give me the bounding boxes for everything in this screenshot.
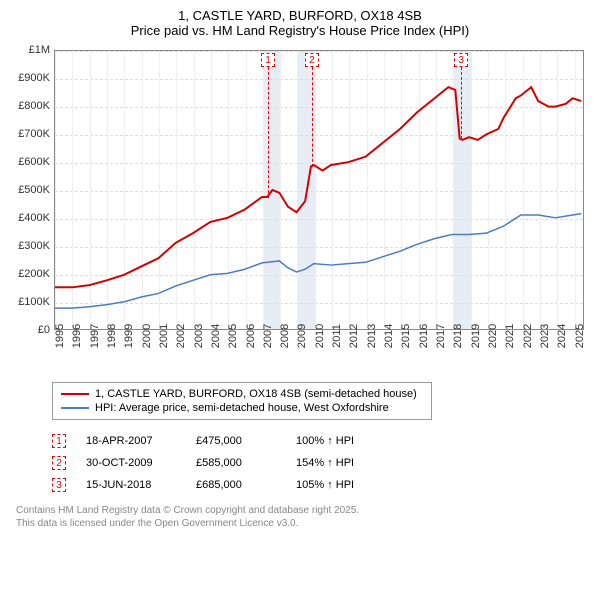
x-tick-label: 2024: [556, 324, 568, 348]
y-tick-label: £900K: [18, 72, 50, 84]
y-tick-label: £800K: [18, 100, 50, 112]
y-tick-label: £100K: [18, 296, 50, 308]
line-svg: [55, 51, 583, 329]
x-tick-label: 1998: [106, 324, 118, 348]
series-line: [55, 214, 581, 309]
x-tick-label: 2004: [210, 324, 222, 348]
series-line: [55, 87, 581, 287]
x-tick-label: 2006: [245, 324, 257, 348]
x-tick-label: 2008: [279, 324, 291, 348]
event-date: 30-OCT-2009: [86, 457, 176, 469]
events-table: 1 18-APR-2007 £475,000 100% ↑ HPI 2 30-OCT-20…: [52, 430, 584, 496]
x-tick-label: 1997: [89, 324, 101, 348]
x-tick-label: 2005: [227, 324, 239, 348]
y-tick-label: £300K: [18, 240, 50, 252]
legend-label: 1, CASTLE YARD, BURFORD, OX18 4SB (semi-…: [95, 388, 417, 400]
x-tick-label: 2021: [504, 324, 516, 348]
y-tick-label: £400K: [18, 212, 50, 224]
legend-swatch: [61, 393, 89, 395]
footer-line-2: This data is licensed under the Open Gov…: [16, 517, 584, 530]
x-axis: 1995199619971998199920002001200220032004…: [54, 332, 584, 376]
x-tick-label: 2015: [400, 324, 412, 348]
title-block: 1, CASTLE YARD, BURFORD, OX18 4SB Price …: [8, 8, 592, 38]
plot-region: 123: [54, 50, 584, 330]
event-pct: 100% ↑ HPI: [296, 435, 354, 447]
x-tick-label: 2002: [175, 324, 187, 348]
x-tick-label: 2011: [331, 324, 343, 348]
event-row: 2 30-OCT-2009 £585,000 154% ↑ HPI: [52, 452, 584, 474]
chart-container: 1, CASTLE YARD, BURFORD, OX18 4SB Price …: [0, 0, 600, 538]
event-price: £685,000: [196, 479, 276, 491]
event-date: 15-JUN-2018: [86, 479, 176, 491]
event-marker: 3: [52, 478, 66, 492]
y-tick-label: £500K: [18, 184, 50, 196]
y-tick-label: £600K: [18, 156, 50, 168]
x-tick-label: 2017: [435, 324, 447, 348]
legend-swatch: [61, 407, 89, 409]
chart-area: £0 £100K £200K £300K £400K £500K £600K £700K £80…: [10, 46, 590, 376]
title-line-2: Price paid vs. HM Land Registry's House …: [8, 23, 592, 38]
event-pct: 154% ↑ HPI: [296, 457, 354, 469]
x-tick-label: 2012: [348, 324, 360, 348]
legend-row: 1, CASTLE YARD, BURFORD, OX18 4SB (semi-…: [61, 387, 423, 401]
y-tick-label: £200K: [18, 268, 50, 280]
x-tick-label: 2025: [574, 324, 586, 348]
event-marker: 1: [52, 434, 66, 448]
legend: 1, CASTLE YARD, BURFORD, OX18 4SB (semi-…: [52, 382, 432, 420]
event-date: 18-APR-2007: [86, 435, 176, 447]
x-tick-label: 2001: [158, 324, 170, 348]
x-tick-label: 2014: [383, 324, 395, 348]
event-marker: 2: [52, 456, 66, 470]
title-line-1: 1, CASTLE YARD, BURFORD, OX18 4SB: [8, 8, 592, 23]
event-pct: 105% ↑ HPI: [296, 479, 354, 491]
x-tick-label: 2007: [262, 324, 274, 348]
x-tick-label: 2018: [452, 324, 464, 348]
legend-label: HPI: Average price, semi-detached house,…: [95, 402, 389, 414]
x-tick-label: 2016: [418, 324, 430, 348]
y-axis: £0£100K£200K£300K£400K£500K£600K£700K£80…: [10, 50, 52, 330]
x-tick-label: 2019: [470, 324, 482, 348]
x-tick-label: 2009: [296, 324, 308, 348]
x-tick-label: 2022: [522, 324, 534, 348]
x-tick-label: 2000: [141, 324, 153, 348]
footer-line-1: Contains HM Land Registry data © Crown c…: [16, 504, 584, 517]
x-tick-label: 2020: [487, 324, 499, 348]
x-tick-label: 2023: [539, 324, 551, 348]
x-tick-label: 1999: [123, 324, 135, 348]
event-row: 1 18-APR-2007 £475,000 100% ↑ HPI: [52, 430, 584, 452]
footer: Contains HM Land Registry data © Crown c…: [16, 504, 584, 530]
x-tick-label: 1996: [71, 324, 83, 348]
y-tick-label: £1M: [29, 44, 50, 56]
event-price: £585,000: [196, 457, 276, 469]
event-row: 3 15-JUN-2018 £685,000 105% ↑ HPI: [52, 474, 584, 496]
x-tick-label: 2013: [366, 324, 378, 348]
y-tick-label: £700K: [18, 128, 50, 140]
x-tick-label: 2003: [193, 324, 205, 348]
x-tick-label: 2010: [314, 324, 326, 348]
event-price: £475,000: [196, 435, 276, 447]
y-tick-label: £0: [38, 324, 50, 336]
legend-row: HPI: Average price, semi-detached house,…: [61, 401, 423, 415]
x-tick-label: 1995: [54, 324, 66, 348]
